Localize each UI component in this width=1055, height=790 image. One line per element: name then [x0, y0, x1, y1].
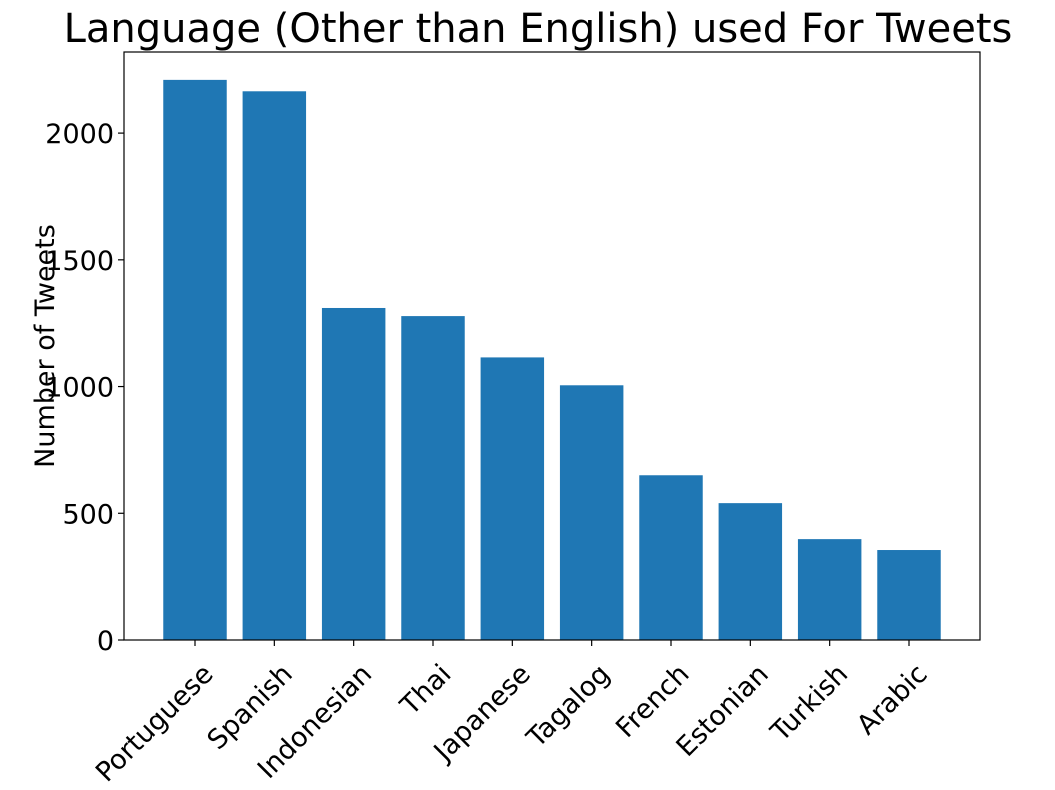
x-tick-label: Portuguese: [90, 659, 220, 789]
y-tick-label: 500: [62, 499, 114, 530]
x-tick-label: Turkish: [764, 659, 854, 749]
y-axis-ticks: 0 500 1000 1500 2000: [45, 119, 124, 657]
x-tick-label: Arabic: [851, 659, 933, 741]
bar-turkish: [797, 539, 862, 640]
bar-thai: [401, 316, 465, 640]
y-tick-label: 1500: [45, 246, 114, 277]
y-tick-label: 1000: [45, 373, 114, 404]
bar-french: [639, 475, 703, 640]
x-tick-label: Tagalog: [520, 659, 616, 755]
x-tick-label: Thai: [394, 659, 457, 722]
bar-japanese: [480, 357, 545, 640]
bar-arabic: [877, 550, 941, 640]
bar-portuguese: [163, 79, 227, 640]
bar-tagalog: [559, 385, 624, 640]
bar-spanish: [242, 91, 307, 640]
y-tick-label: 0: [97, 626, 114, 657]
plot-area-frame: [123, 51, 981, 641]
bar-estonian: [718, 503, 783, 640]
bar-indonesian: [321, 307, 386, 640]
chart-title: Language (Other than English) used For T…: [64, 6, 1013, 52]
bars-layer: [163, 79, 941, 640]
y-axis-label: Number of Tweets: [30, 224, 61, 468]
y-tick-label: 2000: [45, 119, 114, 150]
